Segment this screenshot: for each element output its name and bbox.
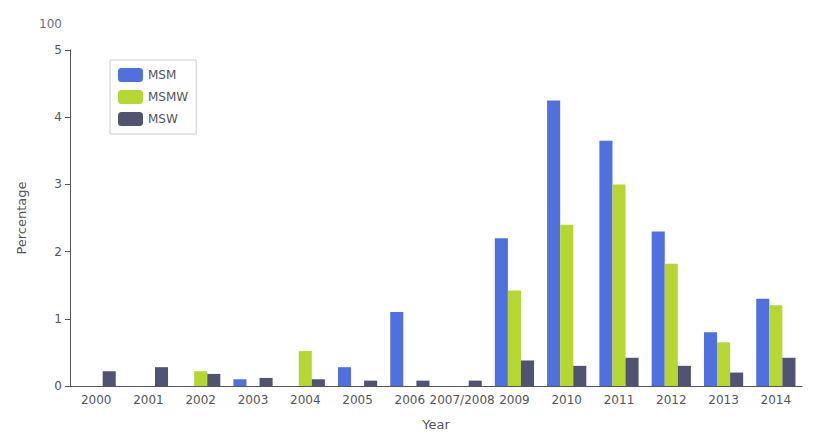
svg-text:5: 5 <box>54 43 62 57</box>
svg-text:MSW: MSW <box>148 112 178 126</box>
svg-text:2013: 2013 <box>708 393 739 407</box>
svg-text:MSM: MSM <box>148 68 176 82</box>
svg-text:2014: 2014 <box>761 393 792 407</box>
svg-text:2000: 2000 <box>81 393 112 407</box>
svg-text:2007/2008: 2007/2008 <box>430 393 495 407</box>
svg-text:2: 2 <box>54 245 62 259</box>
svg-text:Year: Year <box>421 417 450 432</box>
svg-text:1: 1 <box>54 312 62 326</box>
svg-text:2010: 2010 <box>551 393 582 407</box>
svg-text:2011: 2011 <box>604 393 635 407</box>
svg-text:2006: 2006 <box>395 393 426 407</box>
svg-text:0: 0 <box>54 379 62 393</box>
svg-text:4: 4 <box>54 110 62 124</box>
svg-text:2012: 2012 <box>656 393 687 407</box>
svg-text:2003: 2003 <box>238 393 269 407</box>
svg-text:3: 3 <box>54 177 62 191</box>
svg-text:100: 100 <box>39 17 62 31</box>
svg-text:2002: 2002 <box>185 393 216 407</box>
svg-text:MSMW: MSMW <box>148 90 188 104</box>
svg-text:2001: 2001 <box>133 393 164 407</box>
svg-text:Percentage: Percentage <box>14 181 29 254</box>
svg-text:2009: 2009 <box>499 393 530 407</box>
svg-text:2004: 2004 <box>290 393 321 407</box>
svg-text:2005: 2005 <box>342 393 373 407</box>
